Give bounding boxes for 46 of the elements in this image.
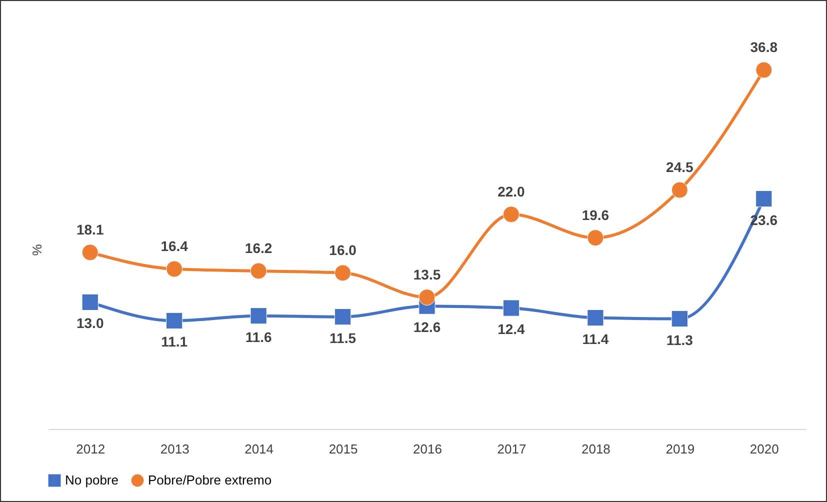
point <box>334 308 352 326</box>
point <box>334 264 352 282</box>
point <box>166 260 183 278</box>
data-label: 16.2 <box>244 240 272 256</box>
data-label: 24.5 <box>666 158 694 175</box>
x-tick-label: 2014 <box>244 442 274 456</box>
data-label: 13.5 <box>413 266 441 282</box>
x-tick-label: 2018 <box>581 442 610 456</box>
point <box>587 229 604 246</box>
x-tick-label: 2013 <box>160 442 190 456</box>
point <box>82 244 98 261</box>
point <box>82 294 98 310</box>
data-label: 13.0 <box>76 315 104 332</box>
legend-label: Pobre/Pobre extremo <box>148 472 272 488</box>
data-label: 16.0 <box>329 242 357 258</box>
point <box>250 262 267 280</box>
data-label: 18.1 <box>76 221 104 238</box>
data-label: 12.6 <box>413 319 441 336</box>
data-label: 22.0 <box>498 183 526 200</box>
x-tick-label: 2016 <box>413 442 442 456</box>
point <box>502 300 520 316</box>
x-tick-label: 2017 <box>497 442 526 456</box>
data-label: 19.6 <box>582 206 610 223</box>
y-axis-title: % <box>30 244 44 256</box>
data-label: 11.4 <box>582 330 609 347</box>
point <box>502 206 520 223</box>
x-tick-label: 2015 <box>328 442 358 456</box>
legend-label: No pobre <box>65 472 118 488</box>
point <box>250 308 267 324</box>
data-label: 11.3 <box>666 332 694 348</box>
data-label: 11.6 <box>245 328 272 345</box>
data-label: 36.8 <box>750 39 778 55</box>
data-label: 11.5 <box>330 330 356 346</box>
x-tick-label: 2019 <box>666 442 695 456</box>
point <box>166 312 183 330</box>
point <box>671 310 688 328</box>
point <box>418 289 436 306</box>
data-label: 12.4 <box>498 321 526 338</box>
x-tick-label: 2012 <box>76 442 106 456</box>
x-tick-label: 2020 <box>750 442 779 456</box>
point <box>756 190 772 208</box>
data-label: 11.1 <box>161 334 188 350</box>
point <box>587 309 604 326</box>
point <box>756 62 772 78</box>
point <box>671 182 688 198</box>
data-label: 16.4 <box>160 238 188 254</box>
